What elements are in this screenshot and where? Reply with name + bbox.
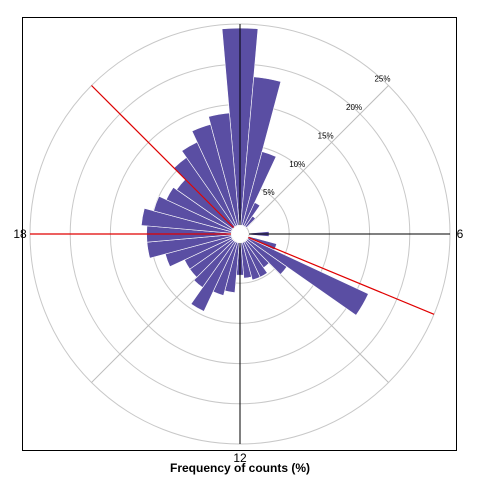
axis-lines bbox=[30, 24, 450, 444]
ring-label: 15% bbox=[318, 131, 334, 140]
bar-160 bbox=[241, 241, 261, 281]
x-axis-title: Frequency of counts (%) bbox=[169, 461, 310, 475]
ring-label: 20% bbox=[346, 103, 362, 112]
bar-120 bbox=[246, 237, 369, 316]
plot-frame bbox=[22, 17, 457, 451]
bar-280 bbox=[141, 207, 232, 234]
axis-labels: 5% 10% 15% 20% 25% 6 12 18 bbox=[13, 75, 463, 465]
bar-170 bbox=[240, 242, 252, 279]
bar-30 bbox=[243, 202, 261, 228]
bar-220 bbox=[193, 239, 236, 288]
hour-label-18: 18 bbox=[13, 227, 27, 241]
bar-210 bbox=[190, 240, 237, 312]
highlight-line-21 bbox=[91, 85, 235, 229]
grid-spoke bbox=[246, 85, 389, 228]
bar-130 bbox=[245, 238, 288, 275]
bar-350 bbox=[208, 112, 240, 226]
bar-40 bbox=[244, 215, 256, 229]
ring-label: 25% bbox=[374, 75, 390, 84]
hour-label-12: 12 bbox=[233, 451, 247, 465]
bar-290 bbox=[153, 195, 233, 233]
bar-10 bbox=[240, 76, 282, 226]
bar-300 bbox=[165, 186, 234, 231]
highlight-line-7.5 bbox=[248, 236, 435, 315]
ring-label: 5% bbox=[263, 188, 275, 197]
ring-label: 10% bbox=[289, 160, 305, 169]
hour-label-6: 6 bbox=[457, 227, 464, 241]
bar-20 bbox=[241, 151, 277, 227]
